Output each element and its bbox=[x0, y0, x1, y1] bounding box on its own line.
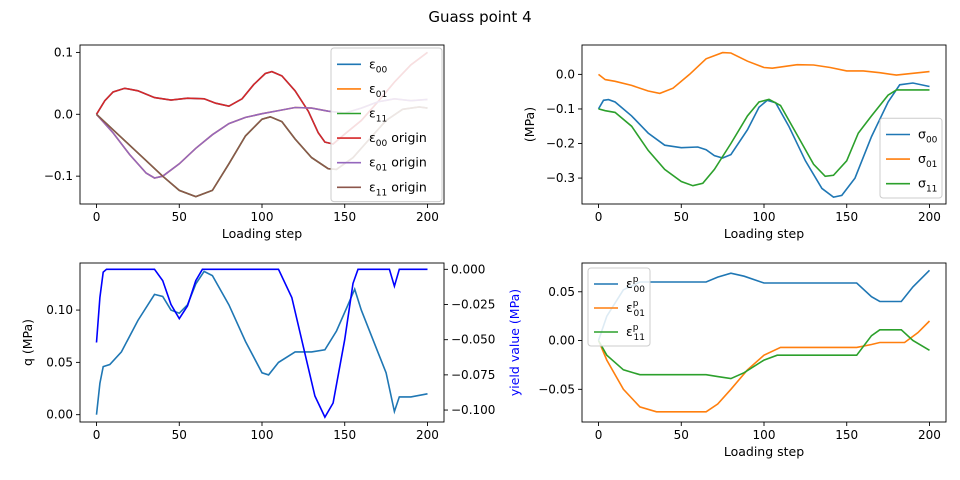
y2-axis-label: yield value (MPa) bbox=[507, 289, 522, 396]
figure-title: Guass point 4 bbox=[428, 8, 531, 26]
x-axis-label: Loading step bbox=[222, 226, 302, 241]
series-line-2 bbox=[598, 51, 930, 95]
legend-label-3: σ11 bbox=[918, 176, 937, 195]
y-tick-label: −0.3 bbox=[546, 171, 575, 185]
x-tick-label: 0 bbox=[595, 428, 603, 442]
plot-frame bbox=[79, 262, 445, 423]
y-tick-label: 0.10 bbox=[46, 303, 73, 317]
x-axis-label: Loading step bbox=[724, 444, 804, 459]
y-tick-label: 0.1 bbox=[54, 45, 73, 59]
x-tick-label: 100 bbox=[251, 428, 274, 442]
x-tick-label: 100 bbox=[753, 210, 776, 224]
series-line-1 bbox=[597, 82, 930, 198]
y2-tick-label: 0.000 bbox=[451, 262, 485, 276]
x-tick-label: 0 bbox=[93, 210, 101, 224]
panel-3: 0 50 100 150 200 0.00 0.05 0.10 0.000 −0.025 −0.05… bbox=[20, 262, 522, 442]
legend-label-6: ε11 origin bbox=[369, 179, 427, 198]
series-line-1 bbox=[95, 270, 428, 415]
x-tick-label: 50 bbox=[172, 428, 187, 442]
panel-1: 0 50 100 150 200 0.1 0.0 −0.1 Loading step ε00 ε01… bbox=[44, 44, 445, 241]
y-tick-label: −0.1 bbox=[546, 102, 575, 116]
y2-tick-label: −0.025 bbox=[451, 298, 495, 312]
y-axis-label: (MPa) bbox=[522, 107, 537, 142]
legend: ε00 ε01 ε11 ε00 origin ε01 origin ε11 origin bbox=[330, 47, 443, 203]
legend-label-1: εp 00 bbox=[626, 275, 645, 295]
legend-label-2: εp 01 bbox=[626, 299, 645, 319]
y2-tick-label: −0.075 bbox=[451, 368, 495, 382]
legend-label-2: σ01 bbox=[918, 151, 937, 170]
y-axis-label: q (MPa) bbox=[20, 319, 35, 366]
legend-label-5: ε01 origin bbox=[369, 155, 427, 174]
x-tick-label: 50 bbox=[172, 210, 187, 224]
legend-label-3: ε11 bbox=[369, 106, 387, 125]
series-line-3 bbox=[598, 89, 930, 187]
panel-2: 0 50 100 150 200 0.0 −0.1 −0.2 −0.3 Loading step (… bbox=[522, 44, 947, 241]
legend-label-2: ε01 bbox=[369, 81, 387, 100]
x-tick-label: 100 bbox=[753, 428, 776, 442]
panel-4: 0 50 100 150 200 0.05 0.00 −0.05 Loading step εp 0… bbox=[538, 262, 947, 459]
x-tick-label: 150 bbox=[835, 428, 858, 442]
y-tick-label: 0.0 bbox=[556, 67, 575, 81]
legend-label-1: σ00 bbox=[918, 127, 938, 146]
y-tick-label: −0.1 bbox=[44, 169, 73, 183]
x-axis-label: Loading step bbox=[724, 226, 804, 241]
legend-label-4: ε00 origin bbox=[369, 130, 427, 149]
x-tick-label: 100 bbox=[251, 210, 274, 224]
x-tick-label: 150 bbox=[835, 210, 858, 224]
x-tick-label: 150 bbox=[333, 428, 356, 442]
x-tick-label: 200 bbox=[416, 428, 439, 442]
y-tick-label: 0.05 bbox=[46, 355, 73, 369]
x-tick-label: 150 bbox=[333, 210, 356, 224]
x-tick-label: 200 bbox=[918, 210, 941, 224]
legend: εp 00 εp 01 εp 11 bbox=[587, 267, 651, 347]
x-tick-label: 50 bbox=[674, 210, 689, 224]
x-tick-label: 200 bbox=[416, 210, 439, 224]
x-tick-label: 50 bbox=[674, 428, 689, 442]
y-tick-label: 0.05 bbox=[548, 285, 575, 299]
x-tick-label: 0 bbox=[595, 210, 603, 224]
y-tick-label: 0.00 bbox=[46, 408, 73, 422]
y-tick-label: −0.05 bbox=[538, 382, 575, 396]
y-tick-label: 0.0 bbox=[54, 107, 73, 121]
series-line-3 bbox=[597, 329, 930, 380]
legend-box bbox=[879, 117, 943, 199]
y2-tick-label: −0.050 bbox=[451, 333, 495, 347]
legend-label-1: ε00 bbox=[369, 56, 387, 75]
legend: σ00 σ01 σ11 bbox=[879, 117, 943, 199]
y-tick-label: 0.00 bbox=[548, 334, 575, 348]
x-tick-label: 0 bbox=[93, 428, 101, 442]
legend-box bbox=[587, 267, 651, 347]
legend-label-3: εp 11 bbox=[626, 323, 645, 343]
x-tick-label: 200 bbox=[918, 428, 941, 442]
y2-tick-label: −0.100 bbox=[451, 403, 495, 417]
y-tick-label: −0.2 bbox=[546, 137, 575, 151]
series-line-2 bbox=[95, 268, 428, 419]
